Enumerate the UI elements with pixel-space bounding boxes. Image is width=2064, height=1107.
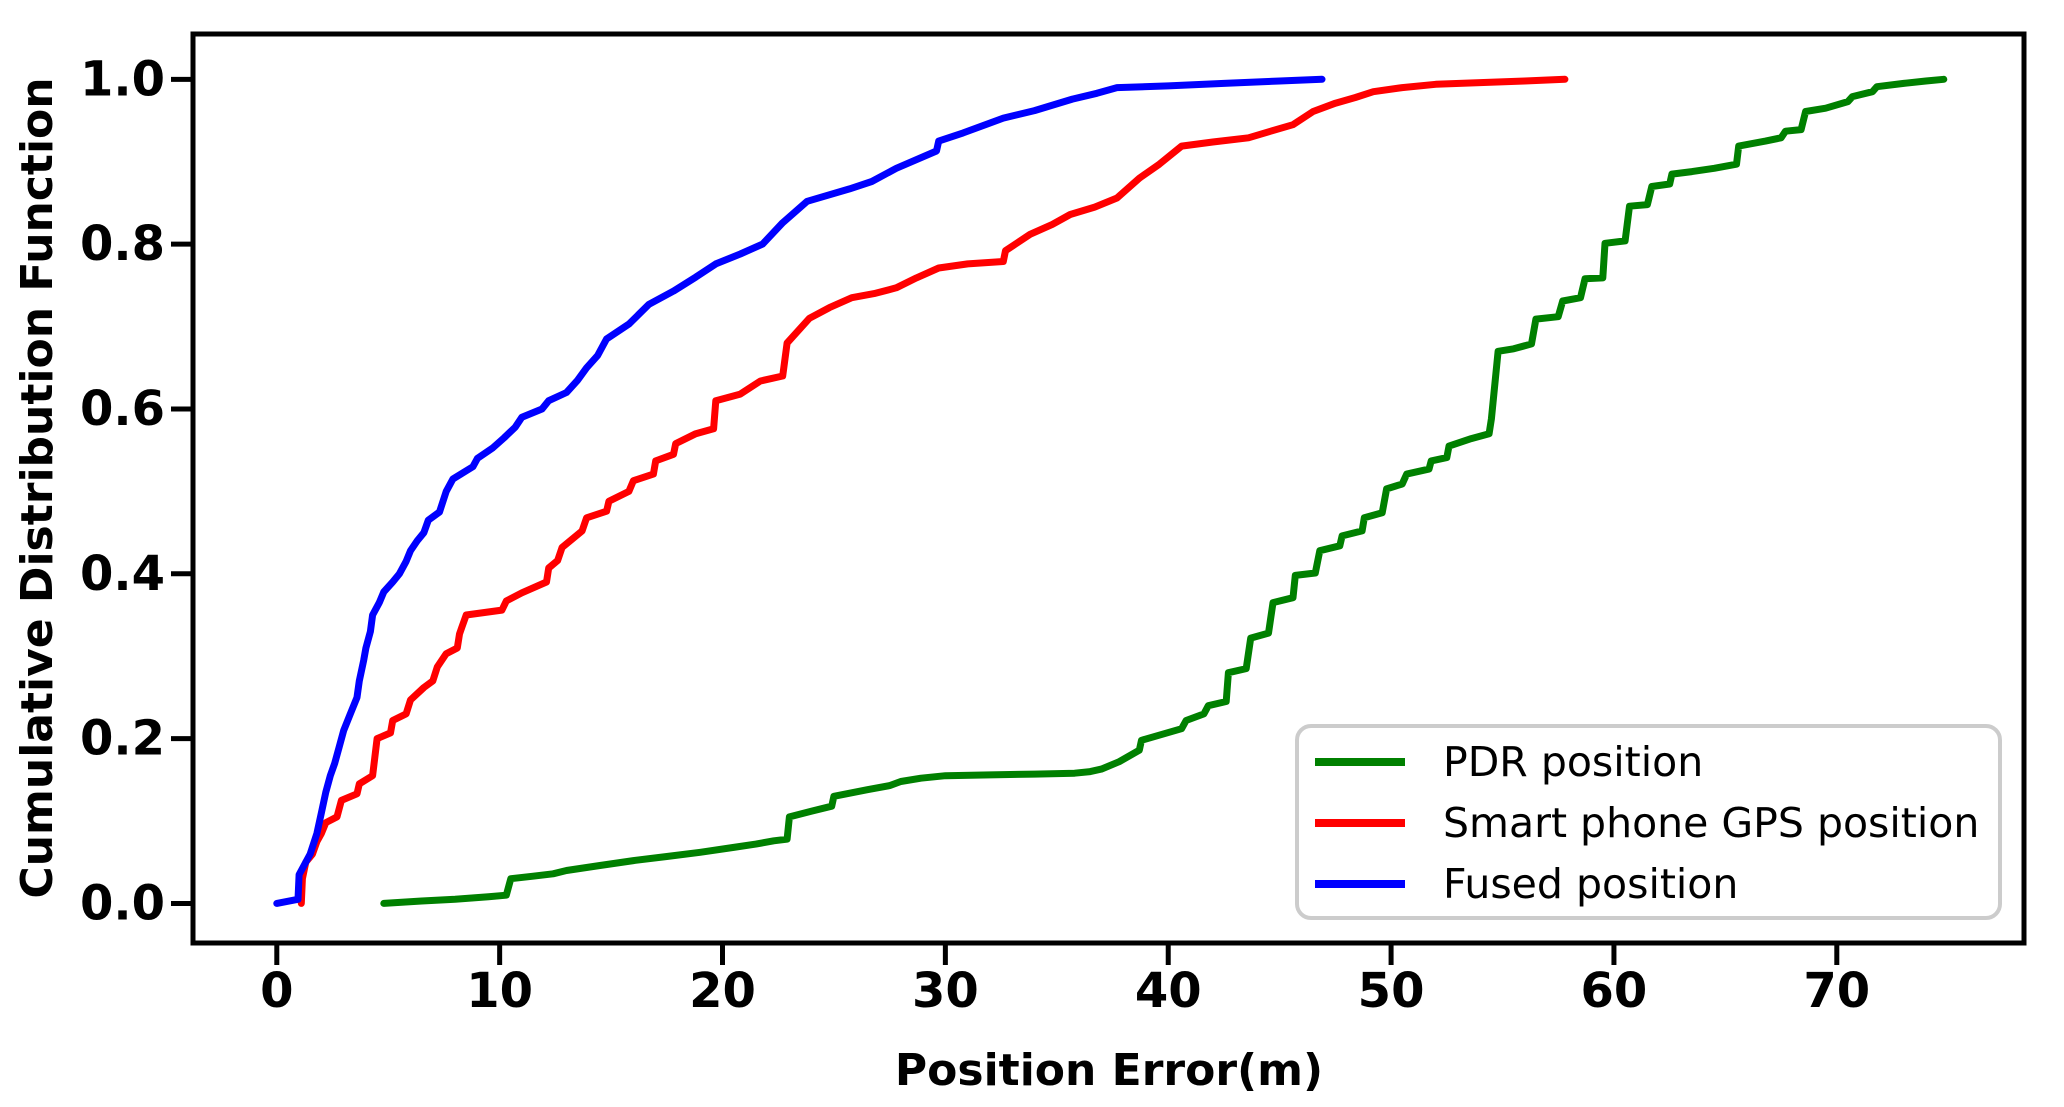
x-axis-label: Position Error(m) — [895, 1045, 1323, 1096]
series-line-fused-position — [273, 75, 1326, 907]
series-lines — [273, 75, 1948, 907]
x-tick-label: 30 — [912, 963, 979, 1019]
legend-box — [1295, 724, 2002, 920]
y-tick-label: 0.0 — [80, 875, 165, 931]
y-axis-ticks — [171, 76, 191, 906]
legend-label: Fused position — [1443, 860, 1738, 908]
x-tick-label: 20 — [689, 963, 756, 1019]
legend-entry: Fused position — [1315, 860, 1738, 908]
legend-label: PDR position — [1443, 738, 1703, 786]
legend-label: Smart phone GPS position — [1443, 799, 1979, 847]
x-tick-label: 40 — [1135, 963, 1202, 1019]
y-tick-label: 0.6 — [80, 381, 165, 437]
series-line-smart-phone-gps-position — [297, 75, 1569, 907]
x-tick-label: 10 — [466, 963, 533, 1019]
y-axis-tick-labels: 0.0 0.2 0.4 0.6 0.8 1.0 — [80, 51, 165, 931]
y-tick-label: 0.2 — [80, 711, 165, 767]
legend-entry: PDR position — [1315, 738, 1703, 786]
x-tick-label: 70 — [1803, 963, 1870, 1019]
y-tick-label: 0.8 — [80, 216, 165, 272]
x-axis-tick-labels: 0 10 20 30 40 50 60 70 — [260, 963, 1870, 1019]
plot-border-rect — [190, 31, 2027, 946]
series-line-pdr-position — [380, 75, 1948, 907]
y-tick-label: 1.0 — [80, 51, 165, 107]
y-axis-label: Cumulative Distribution Function — [12, 77, 63, 898]
x-axis-ticks — [274, 945, 1840, 965]
x-tick-label: 50 — [1358, 963, 1425, 1019]
legend: PDR position Smart phone GPS position Fuse… — [1295, 724, 2002, 920]
x-tick-label: 0 — [260, 963, 293, 1019]
plot-border — [190, 31, 2027, 946]
legend-entry: Smart phone GPS position — [1315, 799, 1979, 847]
x-tick-label: 60 — [1581, 963, 1648, 1019]
y-tick-label: 0.4 — [80, 546, 165, 602]
